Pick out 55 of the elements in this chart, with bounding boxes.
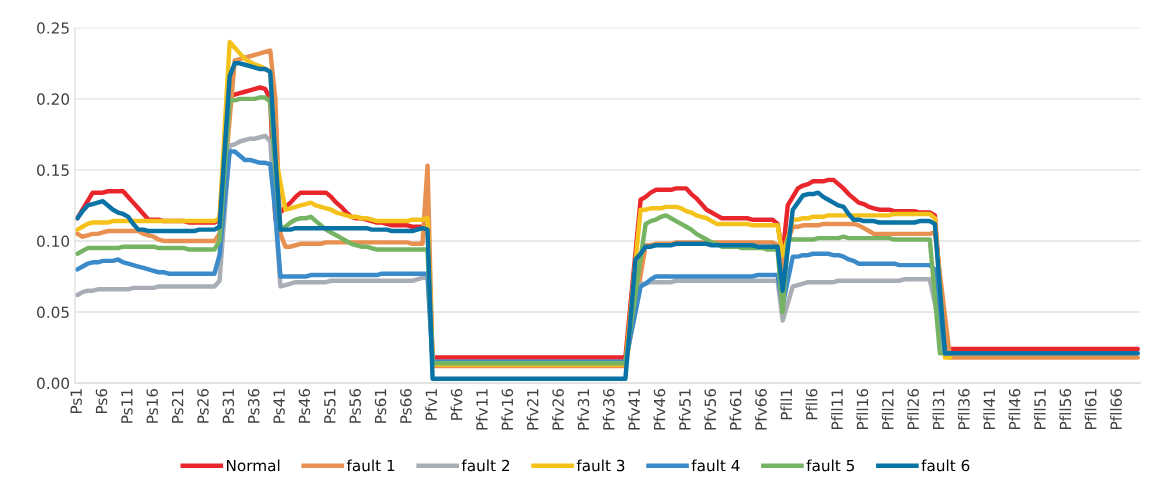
x-tick-label: Ps31: [222, 389, 235, 423]
x-tick-label: Pfll51: [1034, 389, 1046, 429]
x-tick-label: Pfll36: [957, 388, 970, 429]
x-tick-label: Ps6: [95, 388, 108, 414]
x-tick-label: Ps11: [121, 389, 133, 423]
x-tick-label: Pfll16: [856, 388, 869, 429]
x-tick-label: Ps16: [146, 388, 159, 423]
x-tick-label: Pfv41: [628, 389, 640, 430]
x-tick-label: Pfv66: [754, 388, 767, 430]
x-tick-label: Pfll56: [1059, 388, 1072, 429]
x-tick-label: Pfll6: [805, 388, 818, 420]
x-tick-label: Pfv6: [450, 388, 463, 420]
x-tick-label: Pfv56: [704, 388, 717, 430]
x-tick-label: Ps56: [349, 388, 361, 423]
x-tick-label: Pfv36: [602, 388, 615, 430]
x-tick-label: Pfv11: [475, 389, 488, 430]
x-tick-label: Ps36: [247, 388, 260, 423]
x-tick-label: Pfll11: [831, 389, 843, 429]
y-tick-label: 0.00: [37, 377, 70, 390]
x-tick-label: Pfll26: [907, 388, 919, 429]
x-tick-label: Pfll31: [932, 389, 945, 429]
x-tick-label: Pfll66: [1110, 388, 1122, 429]
x-tick-label: Pfv31: [577, 389, 590, 430]
legend-label: fault 1: [346, 459, 395, 472]
y-tick-label: 0.10: [37, 235, 70, 247]
x-tick-label: Pfv21: [526, 389, 539, 430]
x-tick-label: Ps66: [400, 388, 412, 423]
x-tick-label: Pfv1: [425, 389, 437, 420]
x-tick-label: Pfll1: [780, 389, 792, 420]
x-tick-label: Pfll41: [983, 389, 995, 429]
x-tick-label: Ps61: [374, 389, 387, 423]
x-tick-label: Ps51: [324, 389, 336, 423]
legend-label: fault 2: [461, 459, 510, 472]
x-tick-label: Ps41: [273, 389, 285, 423]
x-tick-label: Ps26: [197, 388, 209, 423]
y-tick-label: 0.25: [37, 22, 69, 34]
x-tick-label: Pfv16: [501, 388, 514, 430]
x-tick-label: Pfv51: [678, 389, 691, 430]
x-tick-label: Ps21: [171, 389, 184, 423]
legend-label: fault 5: [806, 459, 855, 472]
legend-label: fault 6: [921, 459, 970, 472]
legend-label: Normal: [226, 459, 280, 472]
legend-label: fault 4: [691, 459, 740, 472]
x-tick-label: Ps1: [70, 389, 82, 414]
x-tick-label: Pfll21: [881, 389, 894, 429]
x-tick-label: Ps46: [298, 388, 311, 423]
legend-label: fault 3: [576, 459, 625, 472]
x-tick-label: Pfll61: [1084, 389, 1097, 429]
x-tick-label: Pfv46: [653, 388, 666, 430]
x-tick-label: Pfv61: [729, 389, 742, 430]
y-tick-label: 0.05: [37, 306, 69, 319]
x-tick-label: Pfv26: [552, 388, 564, 430]
y-tick-label: 0.20: [37, 93, 70, 105]
x-tick-label: Pfll46: [1008, 388, 1021, 429]
y-tick-label: 0.15: [37, 164, 69, 176]
